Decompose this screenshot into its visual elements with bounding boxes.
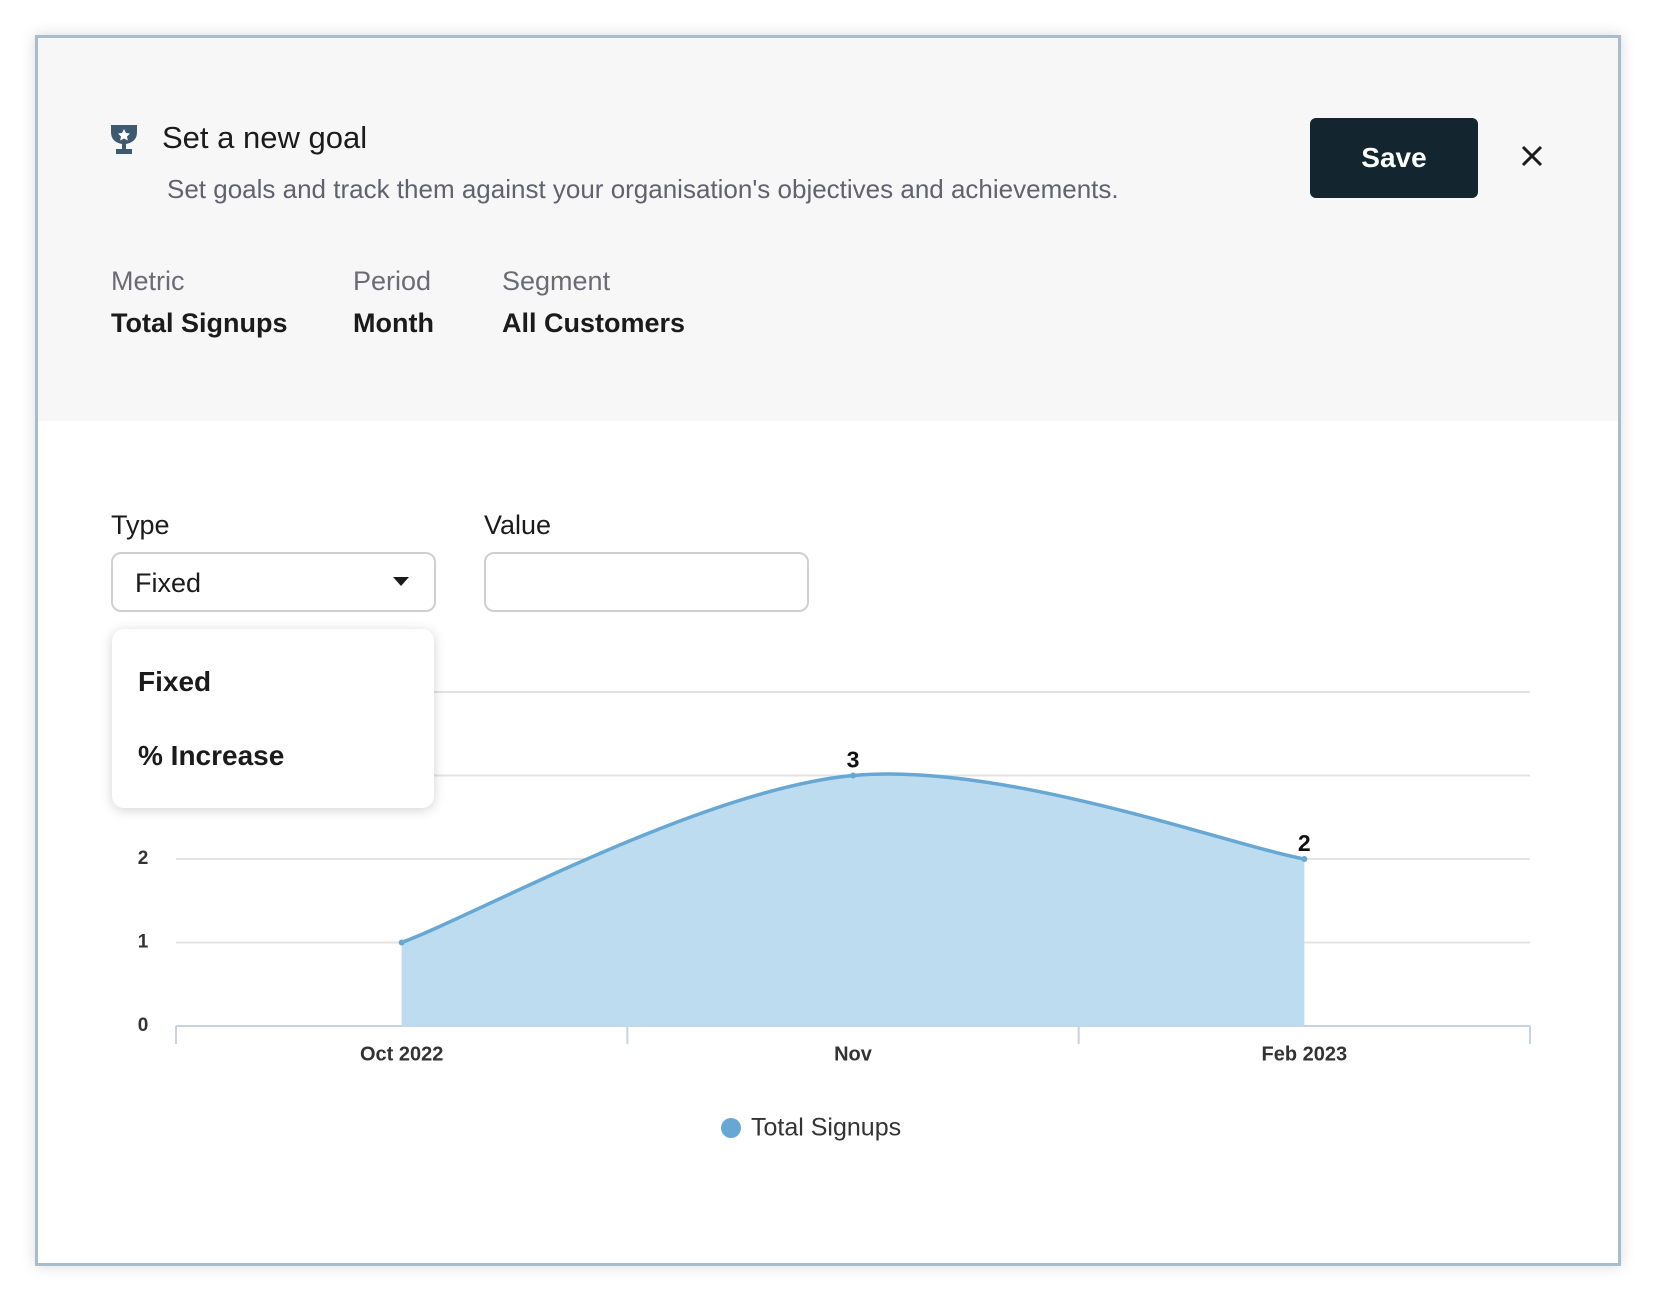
- meta-label: Period: [353, 266, 432, 296]
- area: [401, 773, 1305, 1026]
- data-label: 2: [1298, 830, 1311, 856]
- x-tick-label: Feb 2023: [1262, 1043, 1348, 1065]
- save-button[interactable]: Save: [1310, 118, 1478, 198]
- type-select[interactable]: [111, 552, 436, 612]
- dialog-title: Set a new goal: [162, 120, 368, 155]
- dialog-subtitle: Set goals and track them against your or…: [167, 174, 1119, 204]
- meta-value: All Customers: [502, 308, 686, 338]
- meta-value: Month: [353, 308, 434, 338]
- point: [398, 939, 405, 946]
- point: [1301, 856, 1308, 862]
- select-caret: [393, 577, 409, 586]
- dropdown-menu: Fixed % Increase: [112, 629, 434, 808]
- select-value: Fixed: [135, 568, 202, 598]
- dropdown-option[interactable]: Fixed: [138, 666, 212, 697]
- x-tick-label: Nov: [834, 1043, 873, 1065]
- y-tick-label: 1: [138, 932, 149, 953]
- point: [850, 772, 856, 779]
- field-label: Value: [484, 510, 552, 540]
- x-tick-label: Oct 2022: [360, 1043, 443, 1065]
- trophy-icon: [111, 125, 137, 154]
- legend-label: Total Signups: [751, 1114, 901, 1142]
- close-button[interactable]: [1514, 138, 1550, 174]
- data-label: 3: [847, 747, 860, 773]
- y-tick-label: 0: [138, 1015, 149, 1036]
- dialog-header: [38, 38, 1618, 421]
- value-input[interactable]: [484, 552, 809, 612]
- meta-label: Metric: [111, 266, 185, 296]
- legend-marker: [721, 1118, 741, 1138]
- field-label: Type: [111, 510, 170, 540]
- meta-label: Segment: [502, 266, 611, 296]
- dropdown-option[interactable]: % Increase: [138, 740, 285, 771]
- meta-value: Total Signups: [111, 308, 288, 338]
- y-tick-label: 2: [138, 848, 149, 869]
